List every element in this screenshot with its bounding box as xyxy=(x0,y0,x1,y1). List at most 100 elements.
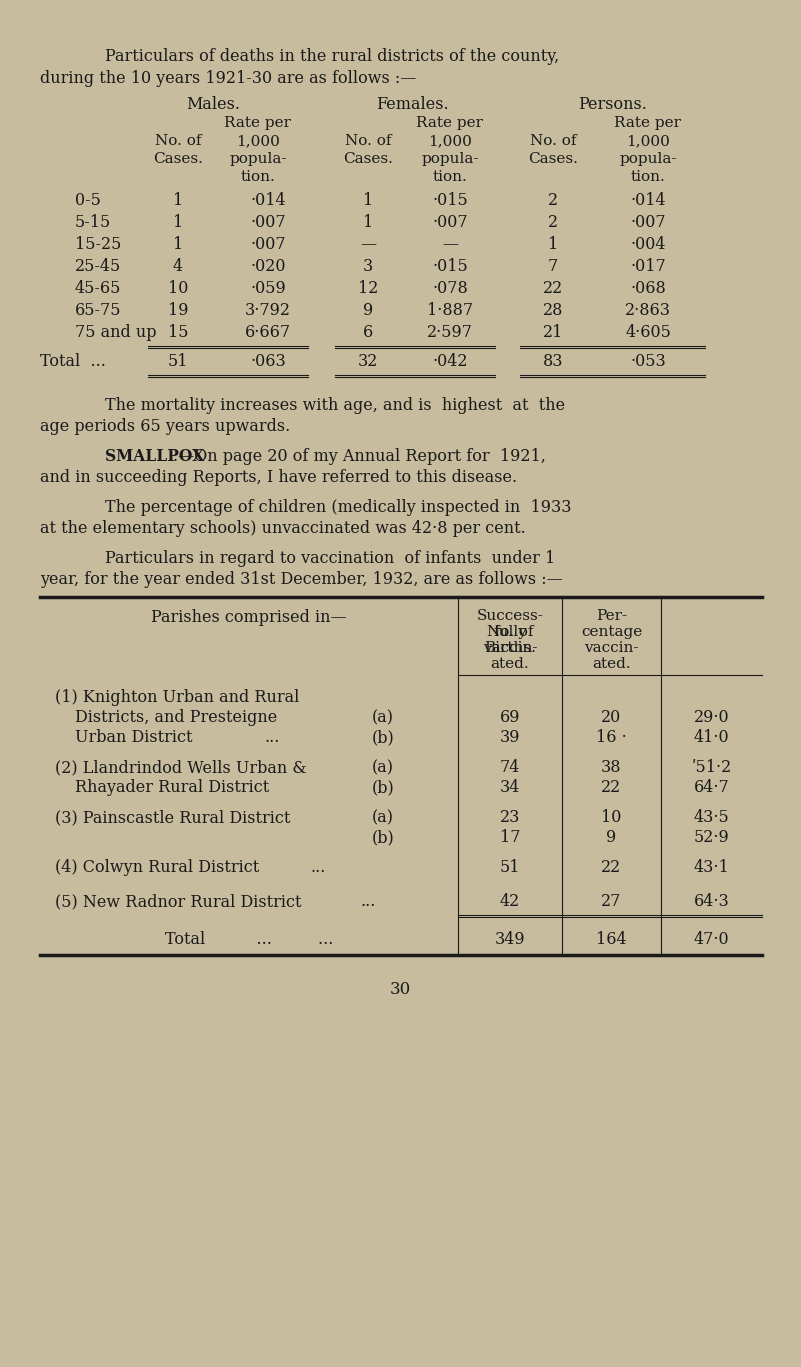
Text: Rate per: Rate per xyxy=(417,116,484,130)
Text: 15-25: 15-25 xyxy=(75,236,122,253)
Text: vaccin-: vaccin- xyxy=(584,641,638,655)
Text: (a): (a) xyxy=(372,809,394,826)
Text: popula-: popula- xyxy=(229,152,287,165)
Text: vaccin-: vaccin- xyxy=(483,641,537,655)
Text: Males.: Males. xyxy=(186,96,240,113)
Text: 4·605: 4·605 xyxy=(625,324,671,340)
Text: (a): (a) xyxy=(372,709,394,726)
Text: 1·887: 1·887 xyxy=(427,302,473,319)
Text: ·007: ·007 xyxy=(250,215,286,231)
Text: 43·5: 43·5 xyxy=(694,809,730,826)
Text: 74: 74 xyxy=(500,759,520,776)
Text: 21: 21 xyxy=(543,324,563,340)
Text: fully: fully xyxy=(493,625,527,638)
Text: ·042: ·042 xyxy=(433,353,468,370)
Text: Total          ...         ...: Total ... ... xyxy=(165,931,333,947)
Text: Females.: Females. xyxy=(376,96,449,113)
Text: ʹ51·2: ʹ51·2 xyxy=(691,759,731,776)
Text: 51: 51 xyxy=(500,858,521,876)
Text: 39: 39 xyxy=(500,729,521,746)
Text: popula-: popula- xyxy=(421,152,479,165)
Text: 75 and up: 75 and up xyxy=(75,324,156,340)
Text: 1: 1 xyxy=(173,215,183,231)
Text: 2·863: 2·863 xyxy=(625,302,671,319)
Text: tion.: tion. xyxy=(433,170,467,185)
Text: 22: 22 xyxy=(602,858,622,876)
Text: 30: 30 xyxy=(389,982,411,998)
Text: The mortality increases with age, and is  highest  at  the: The mortality increases with age, and is… xyxy=(105,396,566,414)
Text: 43·1: 43·1 xyxy=(694,858,730,876)
Text: 34: 34 xyxy=(500,779,520,796)
Text: 64·3: 64·3 xyxy=(694,893,730,910)
Text: 38: 38 xyxy=(602,759,622,776)
Text: Rate per: Rate per xyxy=(224,116,292,130)
Text: 41·0: 41·0 xyxy=(694,729,730,746)
Text: No. of: No. of xyxy=(487,625,533,638)
Text: ated.: ated. xyxy=(592,658,631,671)
Text: (b): (b) xyxy=(372,828,395,846)
Text: 42: 42 xyxy=(500,893,520,910)
Text: 45-65: 45-65 xyxy=(75,280,122,297)
Text: ·053: ·053 xyxy=(630,353,666,370)
Text: tion.: tion. xyxy=(240,170,276,185)
Text: 3: 3 xyxy=(363,258,373,275)
Text: 5-15: 5-15 xyxy=(75,215,111,231)
Text: 23: 23 xyxy=(500,809,520,826)
Text: ·017: ·017 xyxy=(630,258,666,275)
Text: 47·0: 47·0 xyxy=(694,931,730,947)
Text: 1: 1 xyxy=(548,236,558,253)
Text: ated.: ated. xyxy=(491,658,529,671)
Text: 1,000: 1,000 xyxy=(626,134,670,148)
Text: at the elementary schools) unvaccinated was 42·8 per cent.: at the elementary schools) unvaccinated … xyxy=(40,519,525,537)
Text: ·007: ·007 xyxy=(433,215,468,231)
Text: 27: 27 xyxy=(602,893,622,910)
Text: Total  ...: Total ... xyxy=(40,353,106,370)
Text: .—On page 20 of my Annual Report for  1921,: .—On page 20 of my Annual Report for 192… xyxy=(173,448,545,465)
Text: (1) Knighton Urban and Rural: (1) Knighton Urban and Rural xyxy=(55,689,300,705)
Text: Rate per: Rate per xyxy=(614,116,682,130)
Text: ·007: ·007 xyxy=(250,236,286,253)
Text: (4) Colwyn Rural District: (4) Colwyn Rural District xyxy=(55,858,260,876)
Text: Urban District: Urban District xyxy=(75,729,192,746)
Text: Success-: Success- xyxy=(477,610,543,623)
Text: ·007: ·007 xyxy=(630,215,666,231)
Text: Cases.: Cases. xyxy=(528,152,578,165)
Text: Per-: Per- xyxy=(596,610,627,623)
Text: 10: 10 xyxy=(602,809,622,826)
Text: SMALLPOX: SMALLPOX xyxy=(105,448,204,465)
Text: 29·0: 29·0 xyxy=(694,709,730,726)
Text: tion.: tion. xyxy=(630,170,666,185)
Text: age periods 65 years upwards.: age periods 65 years upwards. xyxy=(40,418,290,435)
Text: and in succeeding Reports, I have referred to this disease.: and in succeeding Reports, I have referr… xyxy=(40,469,517,487)
Text: Parishes comprised in—: Parishes comprised in— xyxy=(151,610,347,626)
Text: ·078: ·078 xyxy=(432,280,468,297)
Text: ·014: ·014 xyxy=(250,191,286,209)
Text: ·059: ·059 xyxy=(250,280,286,297)
Text: Births.: Births. xyxy=(484,641,536,655)
Text: —: — xyxy=(360,236,376,253)
Text: 1: 1 xyxy=(363,215,373,231)
Text: ...: ... xyxy=(360,893,376,910)
Text: 4: 4 xyxy=(173,258,183,275)
Text: (b): (b) xyxy=(372,779,395,796)
Text: (2) Llandrindod Wells Urban &: (2) Llandrindod Wells Urban & xyxy=(55,759,307,776)
Text: 15: 15 xyxy=(167,324,188,340)
Text: 22: 22 xyxy=(602,779,622,796)
Text: 6·667: 6·667 xyxy=(245,324,291,340)
Text: 10: 10 xyxy=(168,280,188,297)
Text: ·063: ·063 xyxy=(250,353,286,370)
Text: year, for the year ended 31st December, 1932, are as follows :—: year, for the year ended 31st December, … xyxy=(40,571,563,588)
Text: 9: 9 xyxy=(606,828,617,846)
Text: 0-5: 0-5 xyxy=(75,191,101,209)
Text: (5) New Radnor Rural District: (5) New Radnor Rural District xyxy=(55,893,301,910)
Text: (3) Painscastle Rural District: (3) Painscastle Rural District xyxy=(55,809,291,826)
Text: Particulars in regard to vaccination  of infants  under 1: Particulars in regard to vaccination of … xyxy=(105,550,555,567)
Text: ·014: ·014 xyxy=(630,191,666,209)
Text: 83: 83 xyxy=(543,353,563,370)
Text: No. of: No. of xyxy=(155,134,201,148)
Text: —: — xyxy=(442,236,458,253)
Text: The percentage of children (medically inspected in  1933: The percentage of children (medically in… xyxy=(105,499,571,515)
Text: 1: 1 xyxy=(363,191,373,209)
Text: 12: 12 xyxy=(358,280,378,297)
Text: 2: 2 xyxy=(548,191,558,209)
